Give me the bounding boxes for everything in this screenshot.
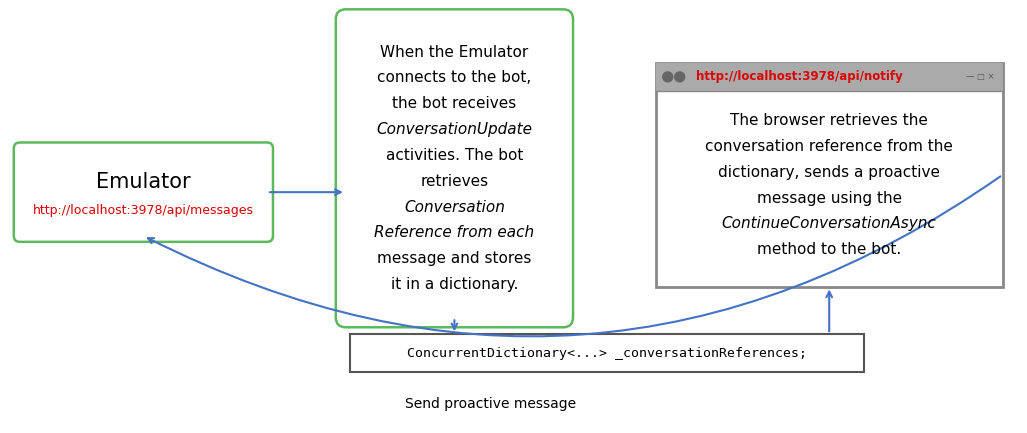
FancyBboxPatch shape xyxy=(350,334,864,372)
Text: dictionary, sends a proactive: dictionary, sends a proactive xyxy=(718,165,941,180)
Text: method to the bot.: method to the bot. xyxy=(757,242,902,257)
Text: connects to the bot,: connects to the bot, xyxy=(377,71,532,85)
Text: Send proactive message: Send proactive message xyxy=(405,397,576,411)
Text: ConversationUpdate: ConversationUpdate xyxy=(377,122,532,137)
Text: Reference from each: Reference from each xyxy=(375,226,534,240)
Text: the bot receives: the bot receives xyxy=(392,96,517,111)
Text: http://localhost:3978/api/messages: http://localhost:3978/api/messages xyxy=(33,204,254,216)
Circle shape xyxy=(675,72,685,82)
FancyBboxPatch shape xyxy=(13,142,273,242)
Text: ContinueConversationAsync: ContinueConversationAsync xyxy=(722,216,937,232)
Text: ConcurrentDictionary<...> _conversationReferences;: ConcurrentDictionary<...> _conversationR… xyxy=(407,347,807,360)
Text: conversation reference from the: conversation reference from the xyxy=(706,139,953,154)
Text: retrieves: retrieves xyxy=(420,174,489,189)
Text: it in a dictionary.: it in a dictionary. xyxy=(390,277,518,292)
Text: The browser retrieves the: The browser retrieves the xyxy=(730,113,928,128)
Text: message using the: message using the xyxy=(757,191,902,206)
Circle shape xyxy=(662,72,673,82)
Text: — □ ×: — □ × xyxy=(966,72,995,81)
Text: When the Emulator: When the Emulator xyxy=(380,45,529,60)
FancyBboxPatch shape xyxy=(656,63,1002,91)
Text: Emulator: Emulator xyxy=(97,172,191,192)
FancyBboxPatch shape xyxy=(336,10,573,327)
FancyBboxPatch shape xyxy=(656,63,1002,287)
Text: Conversation: Conversation xyxy=(404,200,505,215)
Text: message and stores: message and stores xyxy=(377,251,532,266)
Text: activities. The bot: activities. The bot xyxy=(386,148,523,163)
Text: http://localhost:3978/api/notify: http://localhost:3978/api/notify xyxy=(695,71,903,84)
